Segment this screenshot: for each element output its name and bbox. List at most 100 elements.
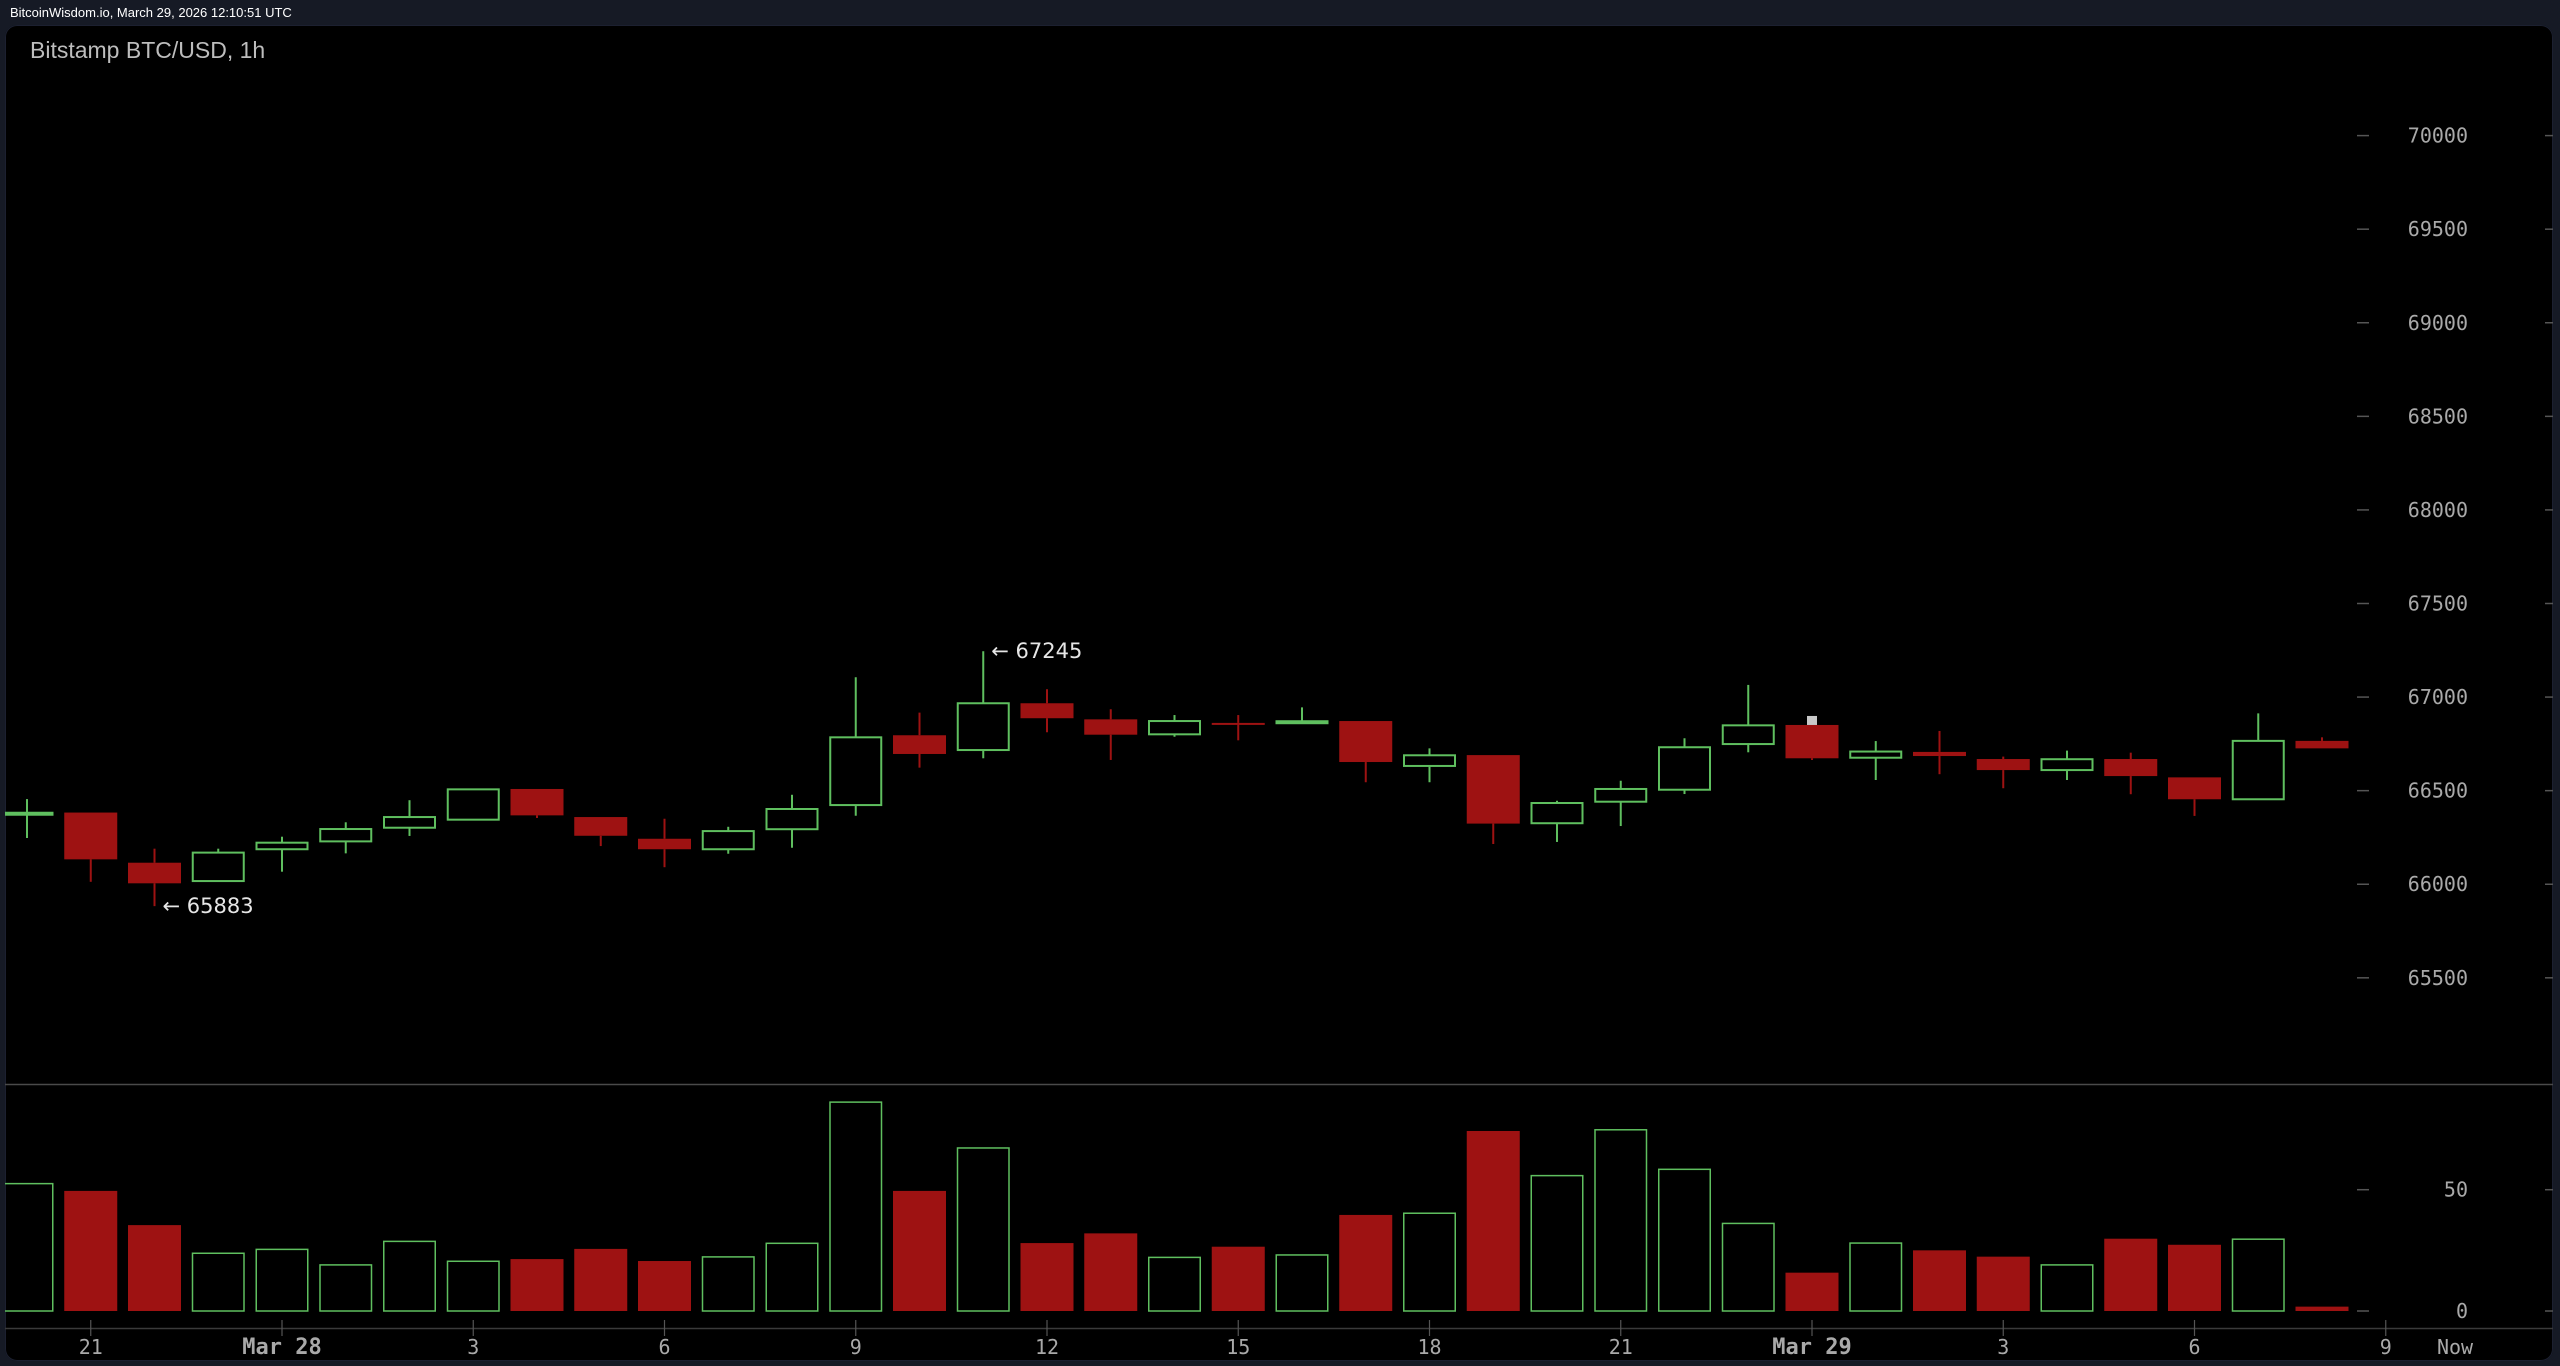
candle-up: [446, 788, 500, 821]
candle-up: [1721, 684, 1775, 753]
time-tick-label: Mar 29: [1772, 1335, 1851, 1360]
candle-body: [446, 788, 500, 821]
annotations: ← 65883 ← 67245: [163, 639, 1817, 918]
candle-body: [893, 735, 946, 754]
candle-body: [1148, 720, 1201, 736]
candle-body: [2295, 740, 2349, 749]
volume-bar-down: [2168, 1244, 2221, 1311]
candle-up: [5, 799, 54, 839]
volume-bar-down: [1339, 1214, 1393, 1311]
candle-body: [1785, 724, 1839, 759]
source-timestamp: BitcoinWisdom.io, March 29, 2026 12:10:5…: [10, 5, 292, 20]
candle-body: [5, 811, 54, 816]
candle-body: [2104, 759, 2158, 777]
candle-up: [1275, 707, 1329, 725]
candle-body: [574, 817, 628, 836]
volume-bar-down: [1976, 1256, 2030, 1311]
candle-body: [2040, 758, 2094, 772]
candle-body: [64, 812, 118, 860]
candle-body: [1913, 751, 1966, 757]
time-tick-label: 15: [1226, 1335, 1250, 1359]
volume-bar-up: [5, 1182, 54, 1312]
candle-up: [255, 836, 309, 872]
volume-bar-up: [1721, 1222, 1775, 1312]
price-tick-label: 69000: [2408, 311, 2468, 335]
candle-up: [2040, 750, 2094, 780]
candle-down: [2295, 737, 2349, 749]
time-tick-label: 9: [2380, 1335, 2392, 1359]
time-tick-label: 21: [79, 1335, 103, 1359]
time-tick-label: 3: [1997, 1335, 2009, 1359]
candle-down: [574, 817, 628, 847]
time-tick-label: 21: [1609, 1335, 1633, 1359]
candle-body: [1721, 724, 1775, 746]
candle-body: [638, 838, 691, 850]
candle-body: [1084, 719, 1138, 735]
volume-bar-up: [1849, 1242, 1903, 1312]
candle-body: [1976, 759, 2030, 771]
candle-up: [191, 848, 245, 883]
volume-tick-label: 50: [2444, 1178, 2468, 1202]
candle-up: [1849, 741, 1903, 780]
volume-bar-down: [64, 1190, 118, 1311]
volume-bar-down: [893, 1190, 946, 1311]
volume-bar-up: [829, 1101, 883, 1312]
candle-body: [510, 788, 564, 816]
candle-body: [1594, 787, 1648, 803]
candle-body: [2168, 777, 2221, 800]
top-bar: BitcoinWisdom.io, March 29, 2026 12:10:5…: [0, 0, 2560, 25]
volume-bars: [5, 1101, 2349, 1312]
candle-down: [893, 712, 946, 768]
axes: 7000069500690006850068000675006700066500…: [5, 124, 2553, 1360]
candlestick-chart[interactable]: 7000069500690006850068000675006700066500…: [5, 25, 2553, 1361]
candle-body: [956, 702, 1010, 752]
price-tick-label: 67500: [2408, 592, 2468, 616]
price-tick-label: 66000: [2408, 872, 2468, 896]
volume-bar-down: [1084, 1233, 1138, 1311]
candle-body: [319, 828, 373, 843]
candle-up: [1403, 748, 1456, 783]
volume-bar-up: [1275, 1254, 1329, 1312]
time-tick-label: Mar 28: [242, 1335, 321, 1360]
candle-up: [383, 800, 436, 836]
volume-bar-up: [2040, 1264, 2094, 1312]
price-tick-label: 68500: [2408, 404, 2468, 428]
candle-body: [191, 851, 245, 883]
time-tick-label: 18: [1417, 1335, 1441, 1359]
price-tick-label: 67000: [2408, 685, 2468, 709]
volume-bar-down: [574, 1248, 628, 1311]
candle-body: [383, 816, 436, 829]
candle-down: [1339, 721, 1393, 783]
time-tick-label: 6: [658, 1335, 670, 1359]
candle-up: [1658, 738, 1711, 795]
volume-bar-up: [956, 1147, 1010, 1312]
candle-down: [1913, 730, 1966, 775]
price-tick-label: 66500: [2408, 779, 2468, 803]
volume-bar-up: [1658, 1168, 1711, 1312]
candle-body: [1020, 703, 1074, 719]
candle-up: [1148, 715, 1201, 737]
candle-down: [1785, 721, 1839, 760]
candle-body: [2231, 739, 2285, 801]
volume-bar-up: [765, 1242, 819, 1312]
low-annotation: ← 65883: [163, 894, 254, 918]
marker-square: [1807, 715, 1817, 725]
candle-down: [1466, 755, 1520, 845]
volume-bar-up: [191, 1252, 245, 1312]
volume-bar-up: [1148, 1256, 1201, 1312]
candle-body: [128, 862, 181, 884]
candle-up: [956, 651, 1010, 759]
volume-bar-down: [638, 1261, 691, 1311]
candle-body: [1530, 802, 1584, 825]
candle-up: [765, 794, 819, 848]
candle-body: [1403, 754, 1456, 767]
price-tick-label: 68000: [2408, 498, 2468, 522]
volume-bar-down: [1466, 1130, 1520, 1311]
high-annotation: ← 67245: [991, 639, 1082, 663]
candle-down: [128, 848, 181, 907]
candle-body: [255, 841, 309, 851]
volume-bar-up: [1530, 1174, 1584, 1312]
candle-up: [701, 826, 755, 854]
candle-up: [829, 677, 883, 816]
candle-up: [1530, 800, 1584, 842]
